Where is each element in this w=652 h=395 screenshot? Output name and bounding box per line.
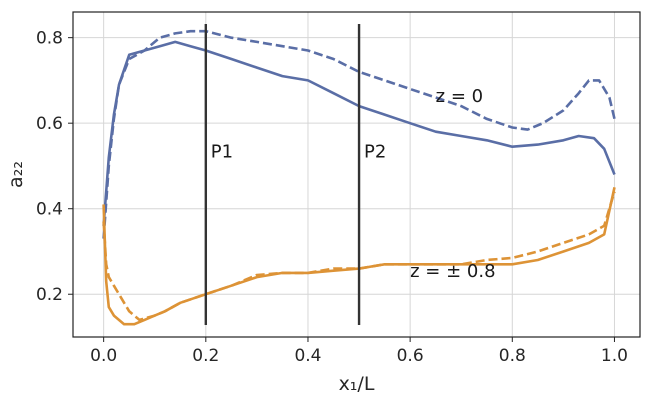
series-line-solid [102, 40, 616, 226]
y-axis-label: a₂₂ [5, 161, 27, 188]
x-tick-label: 0.0 [90, 346, 117, 366]
x-tick-label: 0.6 [397, 346, 424, 366]
y-tick-label: 0.6 [36, 114, 63, 134]
plot-frame [72, 11, 641, 338]
vertical-lines: P1 P2 [204, 24, 386, 325]
series-annotation: z = ± 0.8 [410, 261, 495, 282]
series-line-dashed [102, 191, 616, 322]
series-annotation: z = 0 [436, 86, 483, 107]
x-tick-label: 0.2 [192, 346, 219, 366]
y-tick-label: 0.2 [36, 285, 63, 305]
series-layer [102, 29, 616, 326]
y-tick-label: 0.8 [36, 29, 63, 49]
x-tick-label: 0.4 [294, 346, 321, 366]
x-axis-label: x₁/L [339, 373, 375, 395]
x-tick-label: 1.0 [601, 346, 628, 366]
marker-label-p1: P1 [211, 141, 233, 162]
y-tick-label: 0.4 [36, 200, 63, 220]
marker-label-p2: P2 [364, 141, 386, 162]
annotations: z = 0 z = ± 0.8 [410, 86, 495, 282]
x-tick-label: 0.8 [499, 346, 526, 366]
grid [73, 12, 640, 337]
ticks: 0.0 0.2 0.4 0.6 0.8 1.0 0.2 0.4 0.6 0.8 [36, 29, 628, 366]
series-line-dashed [102, 29, 616, 239]
